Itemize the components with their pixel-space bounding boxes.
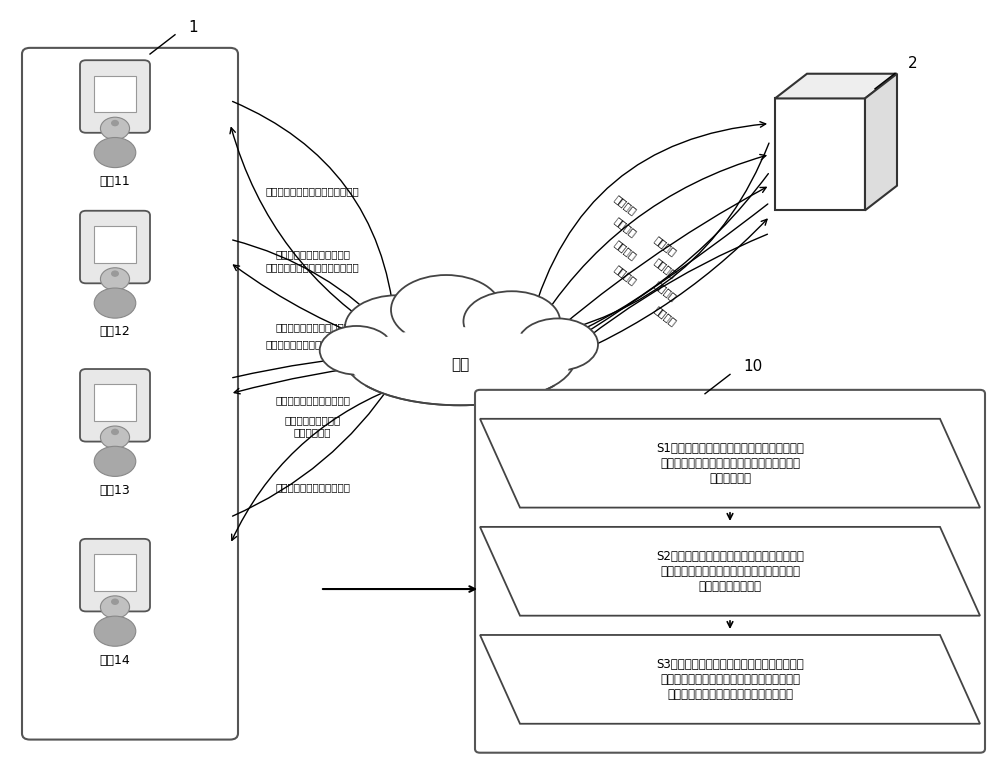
Text: S2、在数据传输通道上，接收对应第一请求的
反馈数据，根据请求参数将反馈数据对应拆分
为至少两组第一数据: S2、在数据传输通道上，接收对应第一请求的 反馈数据，根据请求参数将反馈数据对应… [656,550,804,593]
Ellipse shape [391,275,501,344]
Ellipse shape [320,326,393,374]
Text: 反馈数据: 反馈数据 [652,304,678,327]
FancyBboxPatch shape [94,226,136,262]
Circle shape [100,596,130,618]
Ellipse shape [94,616,136,646]
Text: 请求合并，发送合并后的第一请求: 请求合并，发送合并后的第一请求 [266,186,359,195]
Text: 第一请求: 第一请求 [612,263,638,286]
Text: 第一请求: 第一请求 [612,239,638,262]
Polygon shape [775,73,897,98]
Circle shape [100,268,130,290]
Ellipse shape [518,318,598,371]
Text: 终端13: 终端13 [100,484,130,496]
Ellipse shape [94,288,136,318]
Circle shape [100,117,130,140]
FancyBboxPatch shape [22,48,238,740]
Text: 终端12: 终端12 [100,326,130,338]
Polygon shape [865,73,897,210]
Text: 请求合并，发送合并后的第一请求: 请求合并，发送合并后的第一请求 [266,262,359,272]
Text: 反馈数据: 反馈数据 [652,234,678,257]
Ellipse shape [351,327,569,402]
Circle shape [112,271,118,276]
Circle shape [100,426,130,449]
Ellipse shape [345,295,448,359]
Circle shape [112,120,118,126]
Polygon shape [480,418,980,508]
Polygon shape [775,98,865,210]
Text: 请求合并，发送合并
后的第一请求: 请求合并，发送合并 后的第一请求 [284,415,341,437]
Text: 1: 1 [188,20,198,35]
FancyBboxPatch shape [94,554,136,591]
Text: 反馈数据: 反馈数据 [652,279,678,303]
Text: 反馈数据: 反馈数据 [652,256,678,279]
FancyBboxPatch shape [94,384,136,422]
Text: 第一请求: 第一请求 [612,215,638,239]
Ellipse shape [94,137,136,168]
Text: 根据请求参数拆分反馈数据: 根据请求参数拆分反馈数据 [275,323,350,332]
FancyBboxPatch shape [80,539,150,611]
Text: 请求合并，发送合并后的第一请求: 请求合并，发送合并后的第一请求 [266,340,359,349]
Text: 第一请求: 第一请求 [612,193,638,216]
Ellipse shape [345,313,575,405]
Text: 根据请求参数拆分反馈数据: 根据请求参数拆分反馈数据 [275,395,350,405]
Text: 10: 10 [743,360,762,374]
FancyBboxPatch shape [475,390,985,753]
Text: 终端14: 终端14 [100,654,130,666]
Text: 2: 2 [908,56,918,71]
Text: 根据请求参数拆分反馈数据: 根据请求参数拆分反馈数据 [275,482,350,493]
Ellipse shape [94,446,136,476]
Text: S1、将至少两个业务请求合并为第一请求，发
送第一请求给服务器，请求与服务器建立全双
工的通信连接: S1、将至少两个业务请求合并为第一请求，发 送第一请求给服务器，请求与服务器建立… [656,442,804,485]
Polygon shape [480,527,980,616]
Text: 网络: 网络 [451,357,469,372]
FancyBboxPatch shape [94,76,136,112]
FancyBboxPatch shape [80,369,150,442]
Polygon shape [480,635,980,724]
Text: 根据请求参数拆分反馈数据: 根据请求参数拆分反馈数据 [275,249,350,259]
Text: 终端11: 终端11 [100,175,130,188]
Circle shape [112,599,118,604]
FancyBboxPatch shape [80,60,150,133]
Ellipse shape [463,291,560,351]
Circle shape [112,429,118,435]
Text: S3、对至少两组第一数据进行格式化处理，得
到至少两组第二数据后，将至少两组第二数据
提供给业务应用层以进行业务数据的展示: S3、对至少两组第一数据进行格式化处理，得 到至少两组第二数据后，将至少两组第二… [656,658,804,701]
FancyBboxPatch shape [80,211,150,283]
